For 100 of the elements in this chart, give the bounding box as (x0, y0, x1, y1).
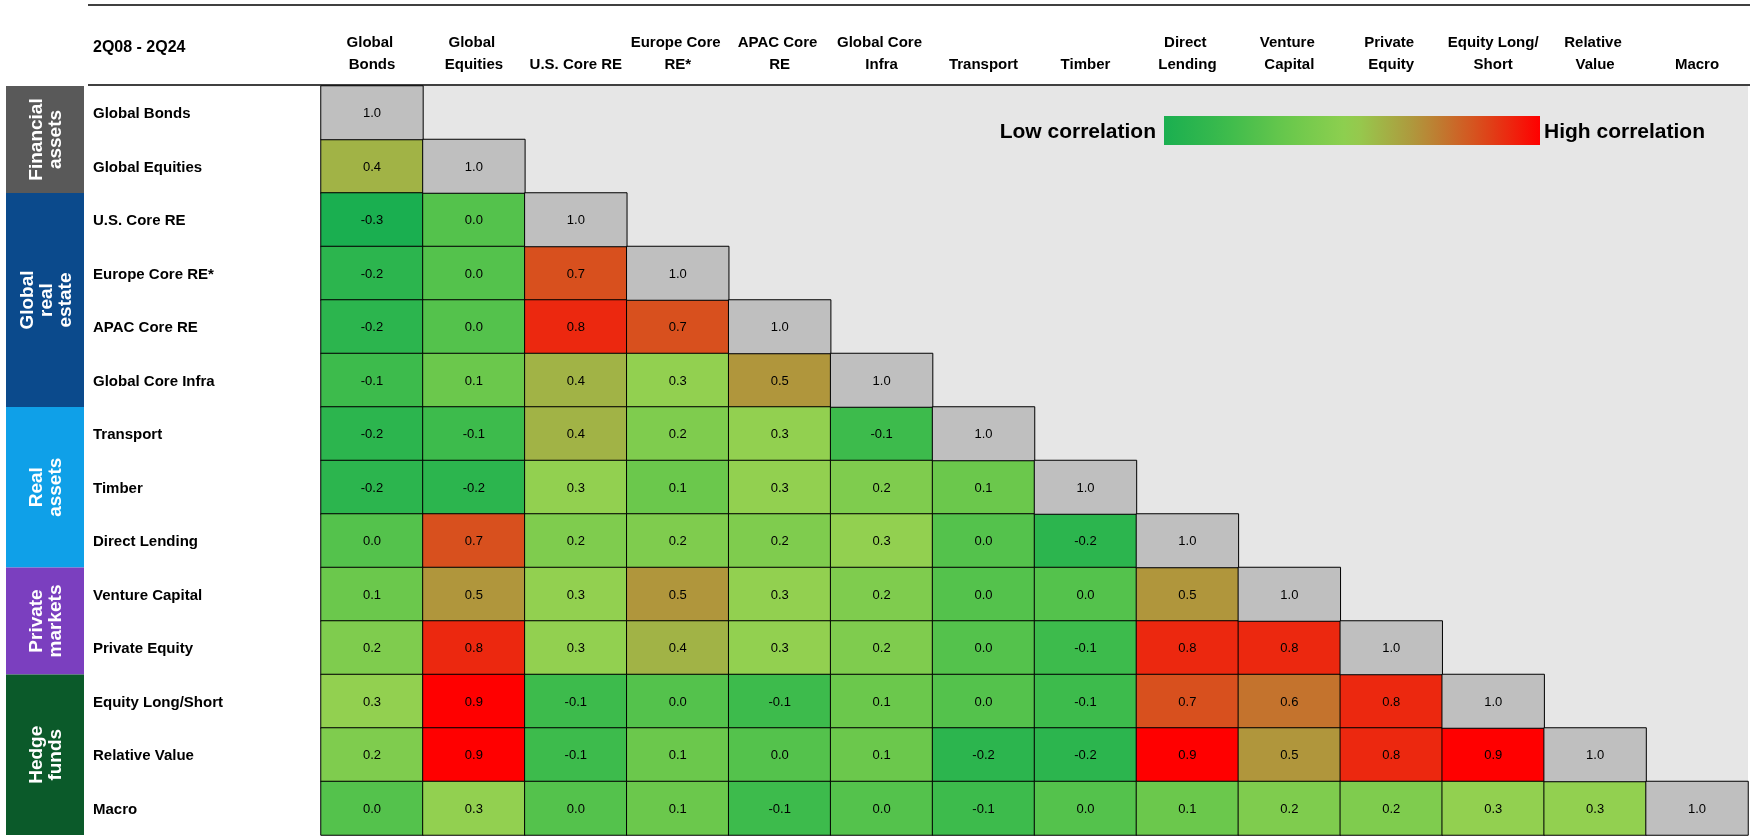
text: Hedge funds (25, 725, 65, 784)
data-label: 0.8 (1382, 693, 1401, 709)
x-tick-label: Global Bonds (346, 32, 398, 72)
data-label: 0.0 (872, 800, 891, 816)
data-label: 0.4 (362, 158, 381, 174)
data-label: 0.4 (566, 426, 585, 442)
y-tick-label: Global Core Infra (93, 371, 216, 389)
data-label: 0.0 (974, 693, 993, 709)
data-label: 0.2 (1382, 800, 1401, 816)
data-label: 0.9 (464, 693, 483, 709)
x-tick-label: APAC Core RE (737, 32, 822, 72)
data-label: 0.0 (1076, 800, 1095, 816)
data-label: 0.4 (566, 372, 585, 388)
data-label: 1.0 (566, 212, 585, 228)
data-label: 0.0 (464, 265, 483, 281)
data-label: 0.7 (668, 319, 687, 335)
data-label: 0.1 (1178, 800, 1197, 816)
y-tick-label: Europe Core RE* (93, 264, 215, 282)
data-label: 0.9 (1484, 747, 1503, 763)
data-label: 1.0 (974, 426, 993, 442)
data-label: 0.0 (566, 800, 585, 816)
data-label: 0.1 (974, 479, 993, 495)
data-label: 0.0 (974, 586, 993, 602)
data-label: -0.2 (360, 426, 384, 442)
data-label: 1.0 (1178, 533, 1197, 549)
y-tick-label: Timber (93, 478, 143, 496)
data-label: 0.3 (566, 586, 585, 602)
y-tick-label: Equity Long/Short (93, 692, 223, 710)
data-label: 0.0 (1076, 586, 1095, 602)
data-label: 1.0 (464, 158, 483, 174)
x-tick-label: Timber (1060, 54, 1111, 72)
text: High correlation (1544, 119, 1706, 142)
data-label: 0.3 (770, 640, 789, 656)
y-tick-label: U.S. Core RE (93, 211, 186, 229)
data-label: -0.2 (462, 479, 486, 495)
data-label: 0.0 (464, 212, 483, 228)
x-tick-label: Transport (948, 54, 1019, 72)
data-label: 0.9 (1178, 747, 1197, 763)
data-label: -0.2 (360, 479, 384, 495)
data-label: 0.5 (1178, 586, 1197, 602)
data-label: 1.0 (1382, 640, 1401, 656)
data-label: 1.0 (872, 372, 891, 388)
data-label: -0.3 (360, 212, 384, 228)
data-label: 0.2 (566, 533, 585, 549)
data-label: 0.0 (362, 533, 381, 549)
text: Financial assets (25, 98, 65, 181)
data-label: 1.0 (362, 105, 381, 121)
data-label: 0.5 (464, 586, 483, 602)
y-tick-label: Global Equities (93, 157, 203, 175)
data-label: 0.8 (566, 319, 585, 335)
y-tick-label: Transport (93, 425, 163, 443)
y-tick-label: Direct Lending (93, 532, 199, 550)
x-tick-label: U.S. Core RE (529, 54, 623, 72)
x-tick-label: Global Equities (444, 32, 504, 72)
data-label: -0.2 (972, 747, 995, 763)
data-label: 0.3 (770, 426, 789, 442)
text: Real assets (25, 457, 65, 517)
data-label: 0.0 (464, 319, 483, 335)
data-label: 0.2 (362, 747, 381, 763)
data-label: 0.8 (1280, 640, 1299, 656)
data-label: 0.3 (1586, 800, 1605, 816)
data-label: 0.5 (1280, 747, 1299, 763)
data-label: 0.8 (1382, 747, 1401, 763)
x-tick-label: Direct Lending (1158, 32, 1217, 72)
data-label: 0.3 (872, 533, 891, 549)
data-label: 0.1 (872, 747, 891, 763)
x-tick-label: Equity Long/Short (1447, 32, 1540, 72)
data-label: 0.3 (770, 586, 789, 602)
data-label: 0.3 (464, 800, 483, 816)
data-label: 0.2 (872, 586, 891, 602)
x-tick-label: Europe Core RE* (630, 32, 725, 72)
text: 2Q08 - 2Q24 (93, 37, 186, 55)
data-label: 0.8 (464, 640, 483, 656)
data-label: -0.1 (462, 426, 486, 442)
data-label: 0.0 (974, 533, 993, 549)
x-tick-label: Macro (1674, 54, 1720, 72)
data-label: -0.1 (768, 693, 791, 709)
data-label: 0.1 (362, 586, 381, 602)
data-label: 0.1 (668, 747, 687, 763)
data-label: -0.1 (1074, 640, 1097, 656)
data-label: 0.5 (668, 586, 687, 602)
data-label: 0.8 (1178, 640, 1197, 656)
data-label: -0.2 (1074, 747, 1097, 763)
data-label: 0.3 (1484, 800, 1503, 816)
data-label: 1.0 (1688, 800, 1707, 816)
y-tick-label: Relative Value (93, 746, 194, 764)
data-label: -0.2 (360, 265, 384, 281)
data-label: 0.0 (974, 640, 993, 656)
x-tick-label: Private Equity (1364, 32, 1419, 72)
data-label: 1.0 (1076, 479, 1095, 495)
data-label: 0.0 (668, 693, 687, 709)
data-label: 1.0 (770, 319, 789, 335)
data-label: 0.6 (1280, 693, 1299, 709)
data-label: 0.7 (1178, 693, 1197, 709)
data-label: 0.2 (872, 479, 891, 495)
data-label: 0.3 (566, 640, 585, 656)
data-label: 0.4 (668, 640, 687, 656)
data-label: 0.0 (770, 747, 789, 763)
data-label: -0.1 (360, 372, 384, 388)
data-label: 0.2 (668, 533, 687, 549)
